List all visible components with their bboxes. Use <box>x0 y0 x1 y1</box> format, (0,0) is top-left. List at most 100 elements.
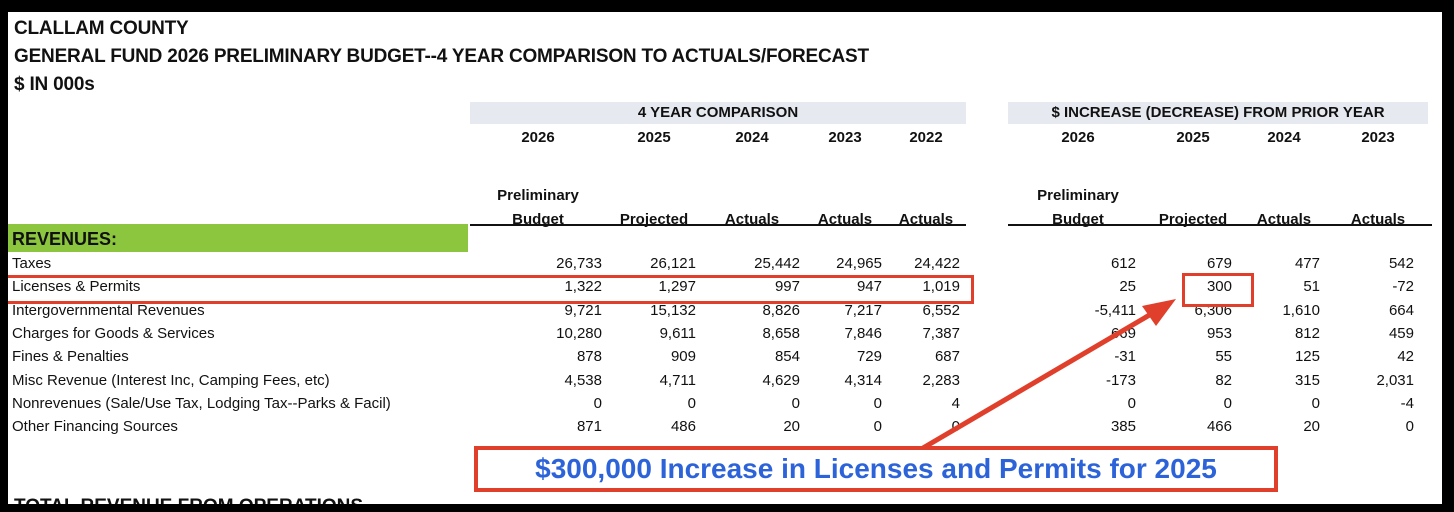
change-cell: 612 <box>1110 255 1136 272</box>
comparison-preliminary-label: Preliminary <box>497 187 579 204</box>
comparison-cell: 25,442 <box>754 255 800 272</box>
comparison-cell: 4,314 <box>844 371 882 389</box>
comparison-cell: 7,846 <box>844 324 882 342</box>
comparison-band: 4 YEAR COMPARISON <box>470 102 966 124</box>
comparison-cell: 947 <box>856 278 882 296</box>
change-preliminary-label: Preliminary <box>1037 187 1119 204</box>
comparison-type-4: Actuals <box>898 211 954 228</box>
change-year-1: 2025 <box>1176 129 1210 146</box>
change-cell: 300 <box>1206 278 1232 296</box>
row-label: Misc Revenue (Interest Inc, Camping Fees… <box>12 371 330 389</box>
change-cell: 0 <box>1223 394 1232 412</box>
comparison-cell: 10,280 <box>556 324 602 342</box>
row-label: Taxes <box>12 255 52 272</box>
change-type-3: Actuals <box>1350 211 1406 228</box>
table-row: Licenses & Permits 1,322 1,297 997 947 1,019 2… <box>8 277 1442 300</box>
comparison-cell: 0 <box>951 418 960 436</box>
report-title: GENERAL FUND 2026 PRELIMINARY BUDGET--4 … <box>14 46 869 67</box>
comparison-cell: 9,611 <box>659 324 696 342</box>
licenses-row-highlight <box>8 275 974 304</box>
table-row: Charges for Goods & Services 10,280 9,611 8… <box>8 324 1442 347</box>
comparison-cell: 20 <box>783 418 800 436</box>
row-label: Charges for Goods & Services <box>12 324 215 342</box>
change-cell: 82 <box>1215 371 1232 389</box>
county-title: CLALLAM COUNTY <box>14 18 189 39</box>
comparison-cell: 4 <box>951 394 960 412</box>
row-label: Licenses & Permits <box>12 278 141 296</box>
comparison-type-2: Actuals <box>724 211 780 228</box>
table-row: Taxes 26,733 26,121 25,442 24,965 24,422 612 67… <box>8 254 1442 277</box>
comparison-type-1: Projected <box>619 211 689 228</box>
comparison-cell: 8,826 <box>762 301 800 319</box>
comparison-cell: 871 <box>576 418 602 436</box>
change-cell: 55 <box>1215 348 1232 366</box>
comparison-cell: 4,629 <box>762 371 800 389</box>
comparison-cell: 854 <box>774 348 800 366</box>
comparison-cell: 26,121 <box>650 255 696 272</box>
comparison-cell: 7,217 <box>844 301 882 319</box>
change-cell: 42 <box>1397 348 1414 366</box>
row-label: Fines & Penalties <box>12 348 129 366</box>
change-cell: 0 <box>1311 394 1320 412</box>
comparison-cell: 1,297 <box>658 278 696 296</box>
comparison-cell: 486 <box>670 418 696 436</box>
comparison-type-3: Actuals <box>817 211 873 228</box>
change-type-2: Actuals <box>1256 211 1312 228</box>
change-cell: 953 <box>1206 324 1232 342</box>
change-cell: 679 <box>1206 255 1232 272</box>
change-cell: 315 <box>1294 371 1320 389</box>
total-revenue-label: TOTAL REVENUE FROM OPERATIONS <box>14 496 363 504</box>
change-year-2: 2024 <box>1267 129 1301 146</box>
change-type-1: Projected <box>1158 211 1228 228</box>
comparison-cell: 8,658 <box>762 324 800 342</box>
change-cell: 20 <box>1303 418 1320 436</box>
change-year-3: 2023 <box>1361 129 1395 146</box>
change-cell: -5,411 <box>1094 301 1136 319</box>
change-year-0: 2026 <box>1061 129 1095 146</box>
comparison-cell: 0 <box>593 394 602 412</box>
comparison-cell: 2,283 <box>922 371 960 389</box>
comparison-cell: 1,322 <box>564 278 602 296</box>
change-cell: -173 <box>1105 371 1136 389</box>
comparison-cell: 15,132 <box>650 301 696 319</box>
callout-annotation: $300,000 Increase in Licenses and Permit… <box>474 446 1278 492</box>
comparison-year-4: 2022 <box>909 129 943 146</box>
comparison-cell: 4,711 <box>659 371 696 389</box>
change-cell: 25 <box>1119 278 1136 296</box>
change-cell: 542 <box>1388 255 1414 272</box>
comparison-year-0: 2026 <box>521 129 555 146</box>
change-cell: 0 <box>1405 418 1414 436</box>
comparison-cell: 0 <box>791 394 800 412</box>
change-cell: 125 <box>1294 348 1320 366</box>
comparison-cell: 878 <box>576 348 602 366</box>
revenues-section-label: REVENUES: <box>8 224 468 252</box>
change-cell: 51 <box>1303 278 1320 296</box>
comparison-cell: 909 <box>670 348 696 366</box>
comparison-cell: 0 <box>687 394 696 412</box>
comparison-cell: 997 <box>774 278 800 296</box>
budget-sheet: CLALLAM COUNTY GENERAL FUND 2026 PRELIMI… <box>8 12 1442 504</box>
comparison-cell: 4,538 <box>564 371 602 389</box>
comparison-year-2: 2024 <box>735 129 769 146</box>
change-type-0: Budget <box>1052 211 1104 228</box>
value-300-highlight <box>1182 273 1254 307</box>
change-cell: 2,031 <box>1376 371 1414 389</box>
comparison-cell: 0 <box>873 394 882 412</box>
change-cell: 812 <box>1294 324 1320 342</box>
comparison-cell: 729 <box>856 348 882 366</box>
change-cell: 459 <box>1388 324 1414 342</box>
change-cell: -4 <box>1400 394 1414 412</box>
table-row: Misc Revenue (Interest Inc, Camping Fees… <box>8 371 1442 394</box>
change-header-rule <box>1008 224 1432 226</box>
change-band: $ INCREASE (DECREASE) FROM PRIOR YEAR <box>1008 102 1428 124</box>
comparison-cell: 7,387 <box>922 324 960 342</box>
comparison-cell: 1,019 <box>922 278 960 296</box>
change-cell: 466 <box>1206 418 1232 436</box>
comparison-header-rule <box>470 224 966 226</box>
comparison-type-0: Budget <box>512 211 564 228</box>
row-label: Intergovernmental Revenues <box>12 301 205 319</box>
change-cell: 664 <box>1388 301 1414 319</box>
change-cell: 385 <box>1110 418 1136 436</box>
comparison-cell: 26,733 <box>556 255 602 272</box>
comparison-year-1: 2025 <box>637 129 671 146</box>
